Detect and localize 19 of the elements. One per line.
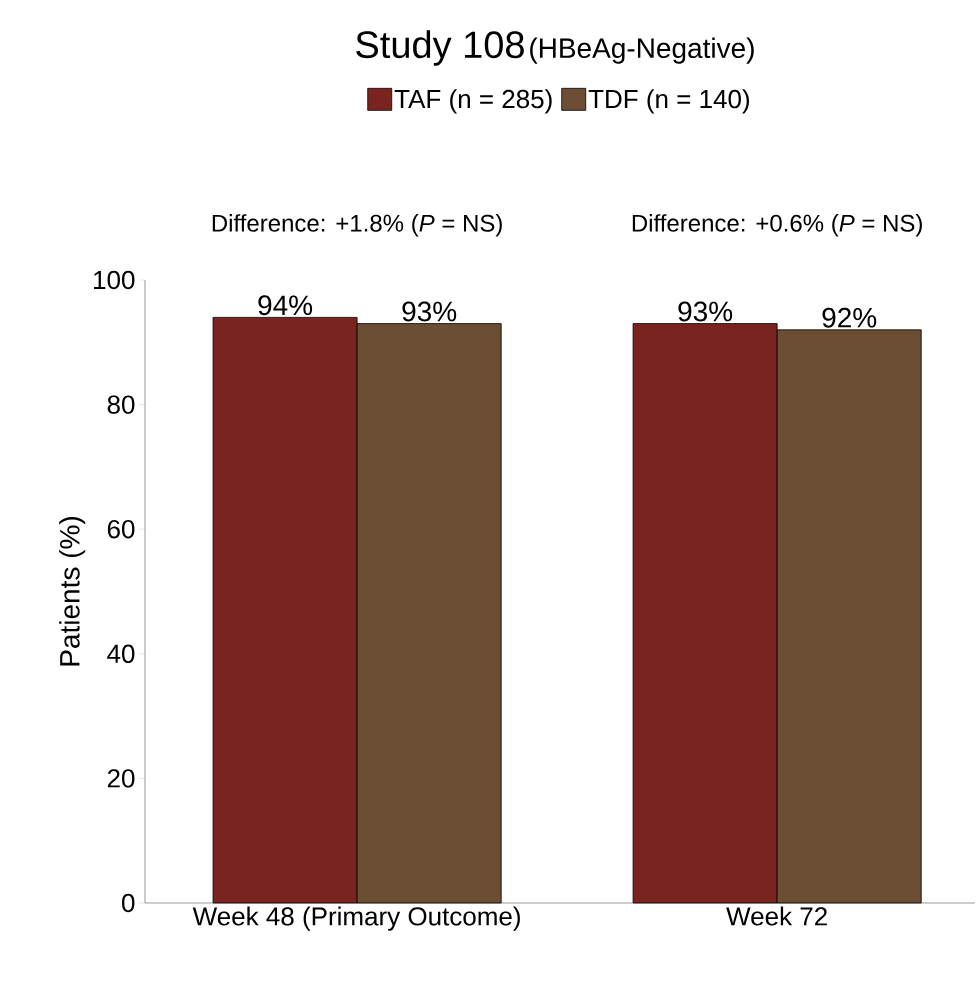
y-tick-label: 60	[107, 519, 135, 539]
text: Difference: +0.6% (P = NS)	[632, 214, 922, 237]
x-tick-label: Week 72	[726, 906, 827, 926]
data-label: 94%	[258, 295, 313, 316]
y-tick-label: 0	[122, 893, 135, 913]
legend-label: TDF (n = 140)	[588, 89, 750, 114]
data-label: 93%	[678, 301, 733, 322]
text: Difference: +1.8% (P = NS)	[212, 214, 502, 237]
y-axis-title: Patients (%)	[59, 517, 86, 666]
x-tick-label: Week 48 (Primary Outcome)	[192, 906, 520, 931]
legend-label: TAF (n = 285)	[394, 89, 552, 114]
y-tick-label: 100	[94, 270, 135, 290]
y-tick-label: 80	[107, 395, 135, 414]
data-label: 92%	[822, 307, 877, 328]
data-label: 93%	[402, 301, 457, 322]
y-tick-label: 20	[107, 769, 135, 788]
chart-subtitle: (HBeAg-Negative)	[530, 37, 754, 64]
chart-title: Study 108	[356, 30, 524, 66]
y-tick-label: 40	[107, 644, 135, 663]
